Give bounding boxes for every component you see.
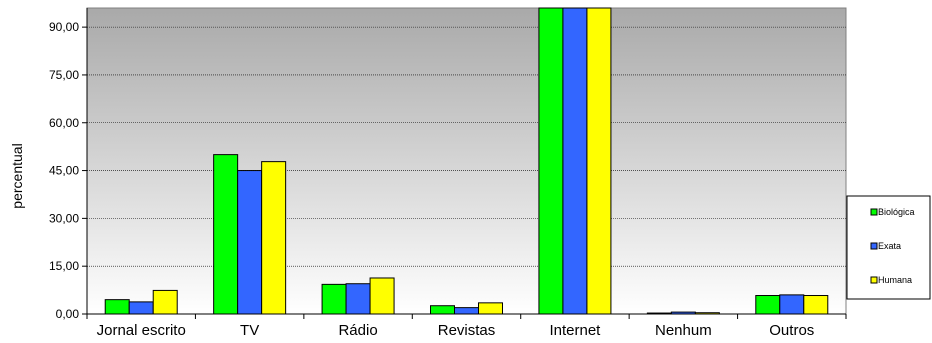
bar-humana-1: [261, 161, 287, 315]
bar-humana-3: [478, 302, 503, 315]
bar-biolgica-3: [430, 305, 455, 315]
x-category-label: TV: [240, 322, 259, 339]
bar-exata-6: [779, 294, 805, 315]
bar-biolgica-6: [755, 295, 781, 315]
y-tick-label: 90,00: [49, 20, 79, 34]
bar-exata-1: [237, 170, 263, 315]
axes: [82, 8, 847, 319]
bar-exata-4: [562, 7, 588, 315]
bar-humana-4: [586, 7, 612, 315]
y-tick-label: 60,00: [49, 116, 79, 130]
bar-biolgica-4: [538, 7, 564, 315]
tick-labels: 0,00 15,00 30,00 45,00 60,00 75,00 90,00 Jornal…: [49, 20, 814, 339]
y-tick-label: 0,00: [56, 307, 80, 321]
bars: [104, 7, 829, 315]
legend-label: Humana: [878, 275, 912, 285]
y-tick-label: 15,00: [49, 259, 79, 273]
y-tick-label: 45,00: [49, 164, 79, 178]
y-tick-label: 75,00: [49, 68, 79, 82]
x-category-label: Internet: [549, 322, 601, 339]
bar-humana-2: [369, 277, 395, 315]
bar-biolgica-0: [104, 299, 130, 315]
bar-humana-0: [152, 289, 178, 315]
y-axis-title: percentual: [9, 143, 25, 208]
legend-box: [846, 195, 931, 300]
legend-swatch: [870, 276, 878, 284]
bar-biolgica-1: [213, 154, 239, 315]
x-category-label: Rádio: [338, 322, 377, 339]
plot-area: [86, 7, 847, 315]
x-category-label: Outros: [769, 322, 814, 339]
bar-exata-2: [345, 283, 371, 315]
legend: Biológica Exata Humana: [846, 195, 931, 300]
bar-exata-3: [454, 307, 479, 315]
legend-label: Exata: [878, 241, 901, 251]
x-category-label: Jornal escrito: [97, 322, 186, 339]
x-category-label: Nenhum: [655, 322, 712, 339]
legend-label: Biológica: [878, 207, 915, 217]
bar-humana-6: [803, 295, 829, 315]
y-tick-label: 30,00: [49, 211, 79, 225]
bar-exata-0: [128, 301, 154, 315]
bar-biolgica-2: [321, 283, 347, 315]
legend-swatch: [870, 242, 878, 250]
legend-swatch: [870, 208, 878, 216]
x-category-label: Revistas: [438, 322, 496, 339]
